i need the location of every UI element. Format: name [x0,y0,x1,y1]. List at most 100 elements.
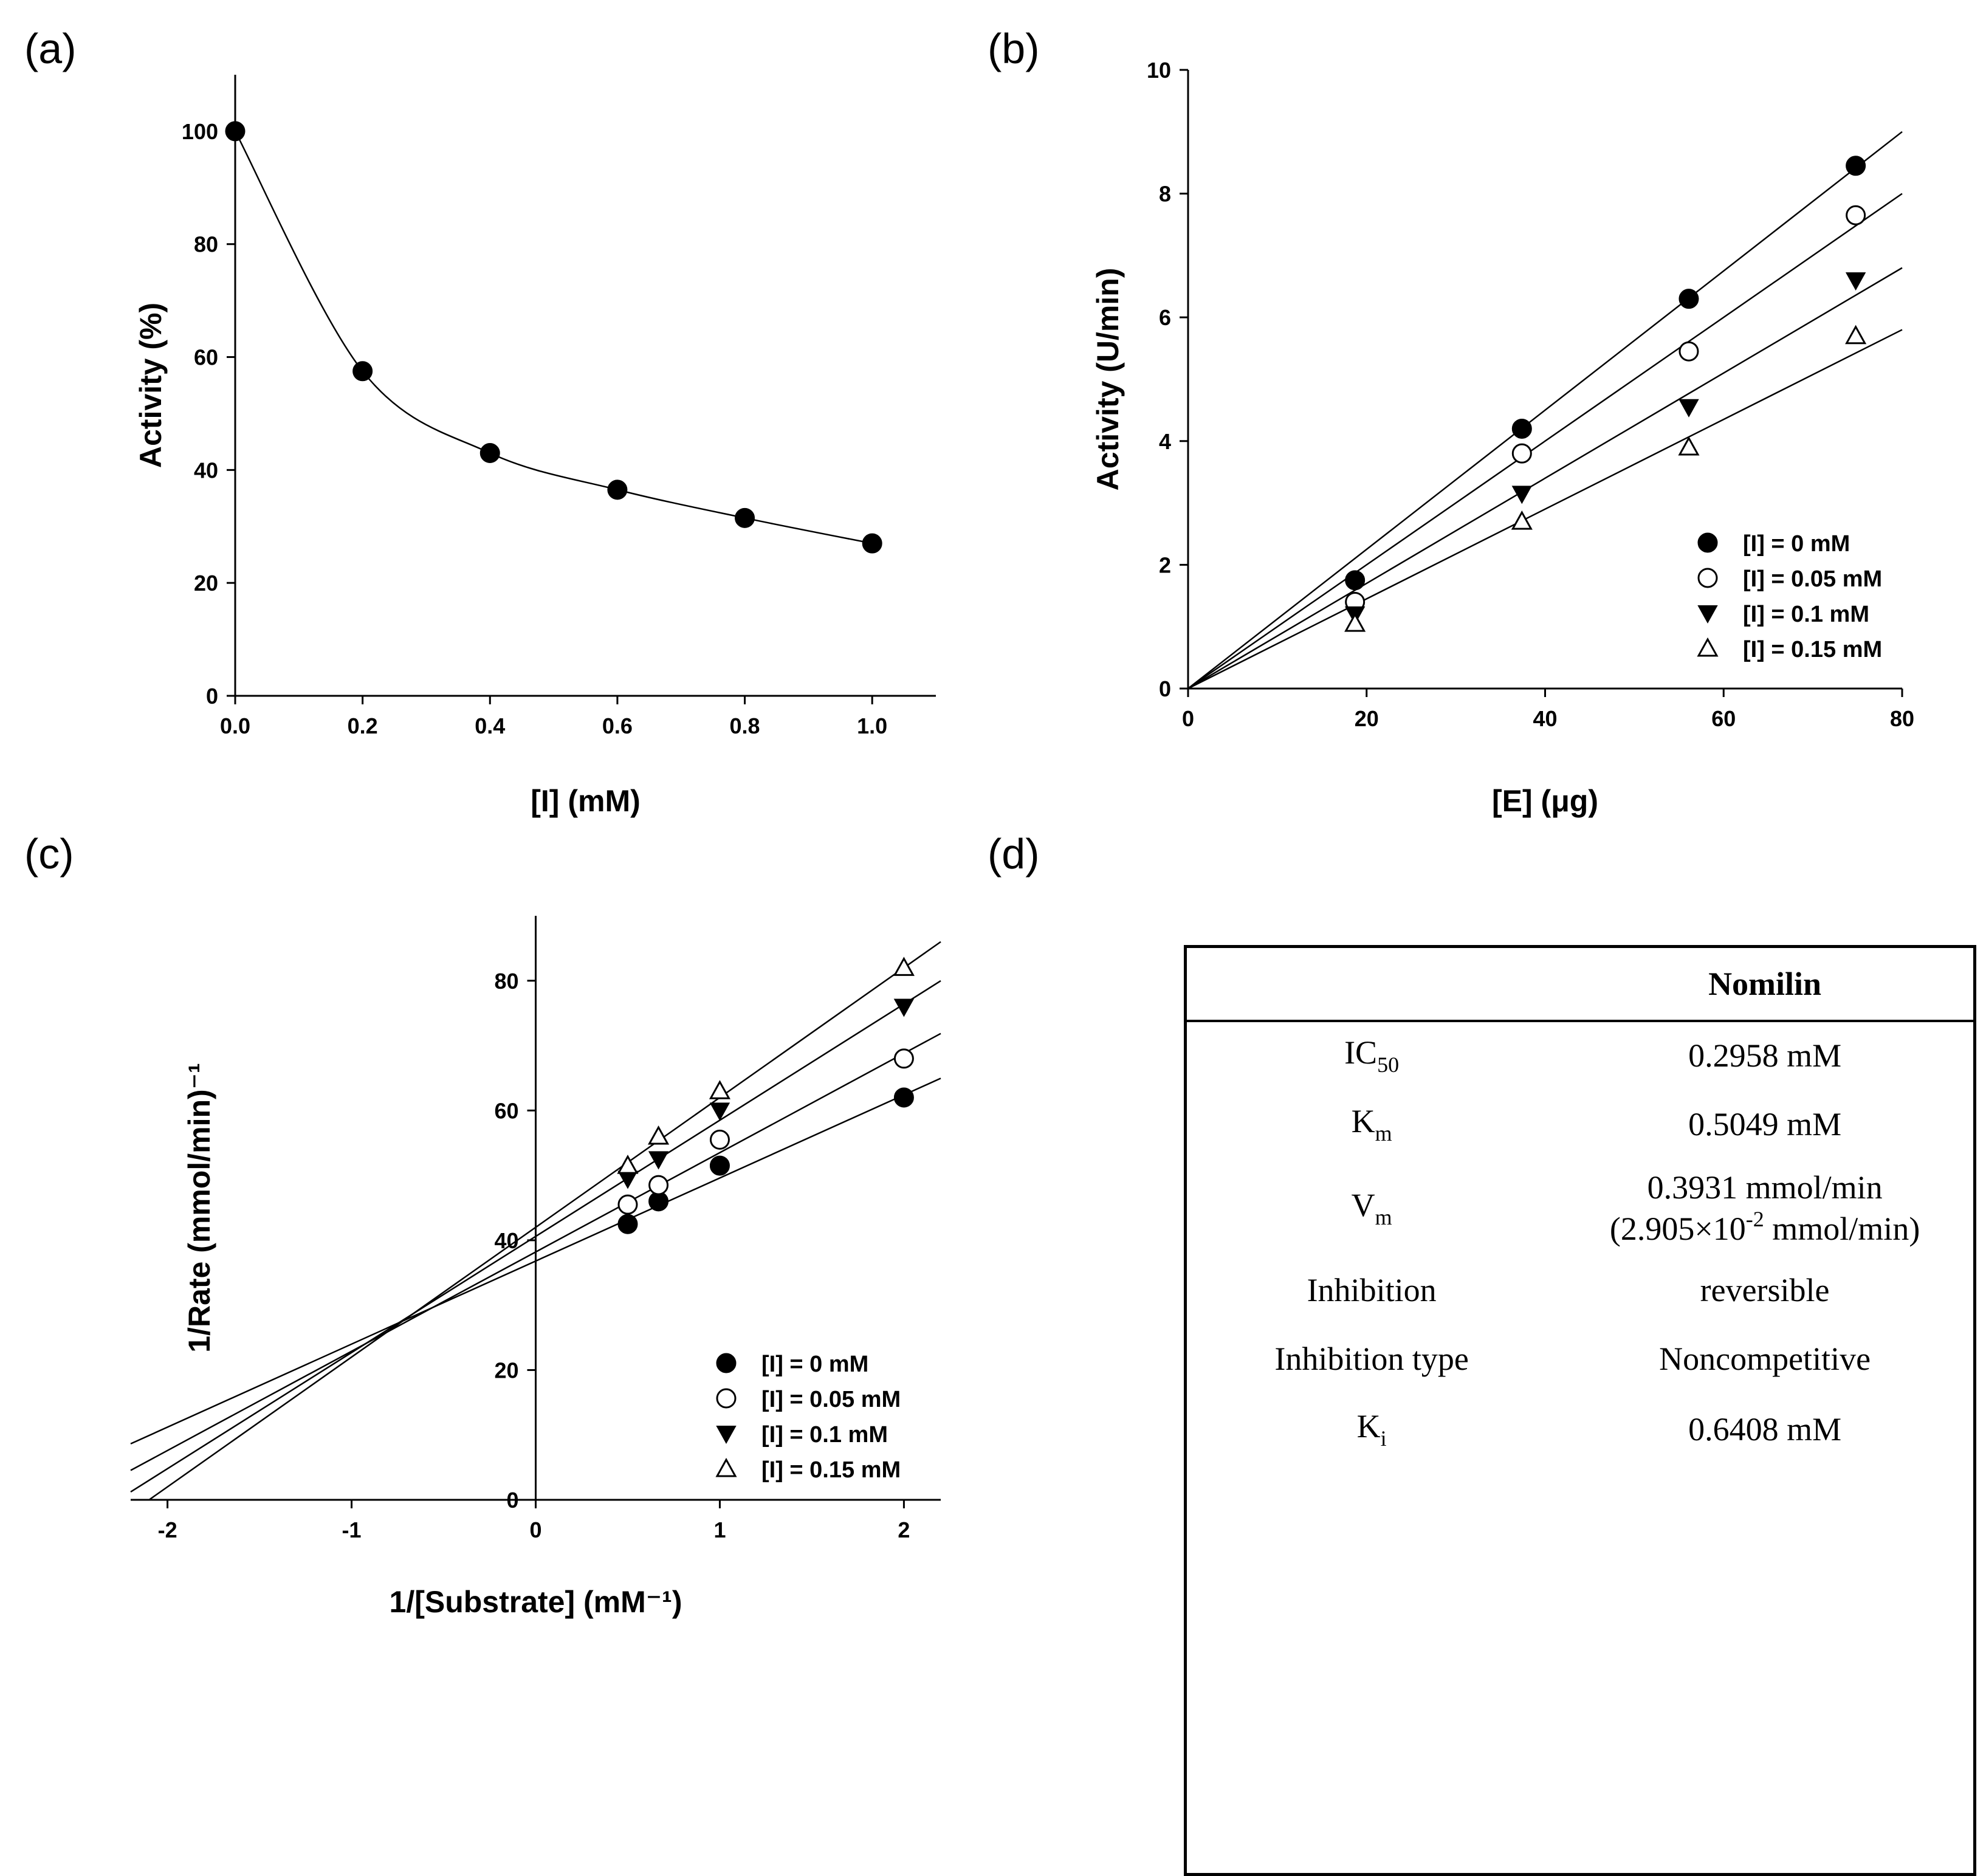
data-point--i-0-15-mm [1344,613,1366,632]
data-point--i-0-15-mm [1845,325,1867,345]
data-point--i-0-05-mm [1511,443,1532,464]
x-tick-label: 0.4 [475,713,505,738]
data-point--i-0-05-mm [617,1194,638,1215]
x-tick-label: 40 [1533,706,1557,731]
legend-label--i-0-15-mm: [I] = 0.15 mM [761,1457,901,1483]
y-tick-label: 20 [194,571,218,596]
row-value-km: 0.5049 mM [1688,1106,1842,1142]
data-point--i-0-15-mm [648,1125,670,1145]
data-point--i-0-05-mm [1846,205,1866,225]
data-point--i-0-05-mm [1678,341,1699,362]
data-point--i-0-1-mm [709,1102,730,1121]
y-axis-title: 1/Rate (mmol/min)⁻¹ [182,1063,216,1352]
table-row: Ki 0.6408 mM [1187,1394,1973,1465]
x-tick-label: 1.0 [857,713,887,738]
y-tick-label: 60 [194,345,218,370]
row-value-ic50: 0.2958 mM [1688,1037,1842,1074]
legend-marker--i-0-05-mm [716,1388,737,1409]
legend-label--i-0-05-mm: [I] = 0.05 mM [1743,566,1882,592]
x-tick-label: 0 [1182,706,1194,731]
row-value-ki: 0.6408 mM [1688,1411,1842,1448]
y-tick-label: 2 [1159,552,1171,577]
data-point--i-0-15-mm [1511,510,1533,530]
y-tick-label: 100 [182,119,218,144]
data-point--i-0-mm [1345,570,1366,591]
row-label-vm: Vm [1351,1187,1392,1229]
legend-label--i-0-15-mm: [I] = 0.15 mM [1743,637,1882,662]
data-point--i-0-15-mm [709,1080,731,1099]
legend-label--i-0-1-mm: [I] = 0.1 mM [761,1422,888,1448]
panel-label-d: (d) [988,830,1040,878]
fit-curve [234,131,873,545]
row-label-km: Km [1351,1103,1392,1146]
y-tick-label: 80 [194,232,218,257]
data-point--i-0-1-mm [648,1151,669,1170]
row-label-inhibition: Inhibition [1307,1272,1437,1308]
y-axis-title: Activity (%) [134,303,168,468]
x-tick-label: 0 [529,1517,541,1542]
fit-line--i-0-15-mm [1187,329,1903,690]
data-point-activity [479,442,500,463]
chart-a-activity-vs-inhibitor: 0.0 0.2 0.4 0.6 0.8 1.0 0 20 40 60 80 100 [I] (mM) Ac… [134,75,936,818]
data-point--i-0-15-mm [893,957,915,976]
data-point--i-0-1-mm [1678,399,1699,417]
fit-line--i-0-1-mm [1187,267,1903,690]
y-tick-label: 8 [1159,182,1171,207]
panel-label-b: (b) [988,25,1040,72]
y-tick-label: 0 [206,684,218,709]
data-point--i-0-mm [1511,418,1532,439]
data-point--i-0-15-mm [1678,436,1700,456]
legend-marker--i-0-15-mm [715,1457,737,1477]
table-header-empty [1187,948,1557,1022]
data-point-activity [862,533,882,554]
legend-label--i-0-1-mm: [I] = 0.1 mM [1743,602,1869,627]
legend-marker--i-0-1-mm [716,1426,737,1445]
legend-label--i-0-05-mm: [I] = 0.05 mM [761,1387,901,1412]
fit-line--i-0-mm [130,1077,941,1445]
y-tick-label: 6 [1159,305,1171,330]
data-point--i-0-mm [1678,289,1699,309]
fit-line--i-0-15-mm [148,941,941,1501]
data-point--i-0-05-mm [709,1129,730,1150]
row-value-vm: 0.3931 mmol/min (2.905×10-2 mmol/min) [1609,1169,1920,1247]
data-point-activity [735,507,755,528]
table-row: Vm 0.3931 mmol/min (2.905×10-2 mmol/min) [1187,1160,1973,1257]
data-point--i-0-05-mm [648,1175,669,1195]
y-tick-label: 0 [1159,676,1171,701]
y-tick-label: 0 [506,1488,518,1513]
y-tick-label: 80 [494,969,518,994]
y-tick-label: 4 [1159,429,1171,454]
row-value-inhibition-type: Noncompetitive [1659,1341,1871,1377]
legend-marker--i-0-15-mm [1697,637,1719,657]
data-point--i-0-mm [1846,156,1866,176]
fit-line--i-0-mm [1187,131,1903,689]
data-point--i-0-mm [709,1155,730,1176]
legend-label--i-0-mm: [I] = 0 mM [1743,531,1850,557]
x-axis-title: [I] (mM) [531,784,641,818]
x-tick-label: 2 [898,1517,910,1542]
y-axis-title: Activity (U/min) [1091,268,1125,491]
x-axis-title: 1/[Substrate] (mM⁻¹) [390,1585,682,1619]
data-point--i-0-1-mm [893,998,915,1017]
x-tick-label: 0.6 [602,713,633,738]
data-point--i-0-mm [617,1214,638,1234]
fit-line--i-0-05-mm [130,1032,941,1471]
table-row: Inhibition type Noncompetitive [1187,1324,1973,1394]
table-row: IC50 0.2958 mM [1187,1021,1973,1089]
x-tick-label: 0.8 [730,713,760,738]
table-row: Inhibition reversible [1187,1257,1973,1324]
x-tick-label: 80 [1890,706,1914,731]
x-tick-label: 0.2 [348,713,378,738]
panel-label-a: (a) [24,25,77,72]
kinetics-table: Nomilin IC50 0.2958 mM Km 0.5049 mM Vm 0… [1184,945,1976,1876]
data-point-activity [225,121,246,142]
table-header-nomilin: Nomilin [1556,948,1973,1022]
table-row: Km 0.5049 mM [1187,1089,1973,1160]
data-point--i-0-15-mm [617,1155,639,1174]
fit-line--i-0-05-mm [1187,193,1903,690]
legend-marker--i-0-mm [1697,532,1718,553]
legend-marker--i-0-mm [716,1353,737,1373]
data-point--i-0-05-mm [893,1048,914,1069]
data-point-activity [352,361,373,382]
